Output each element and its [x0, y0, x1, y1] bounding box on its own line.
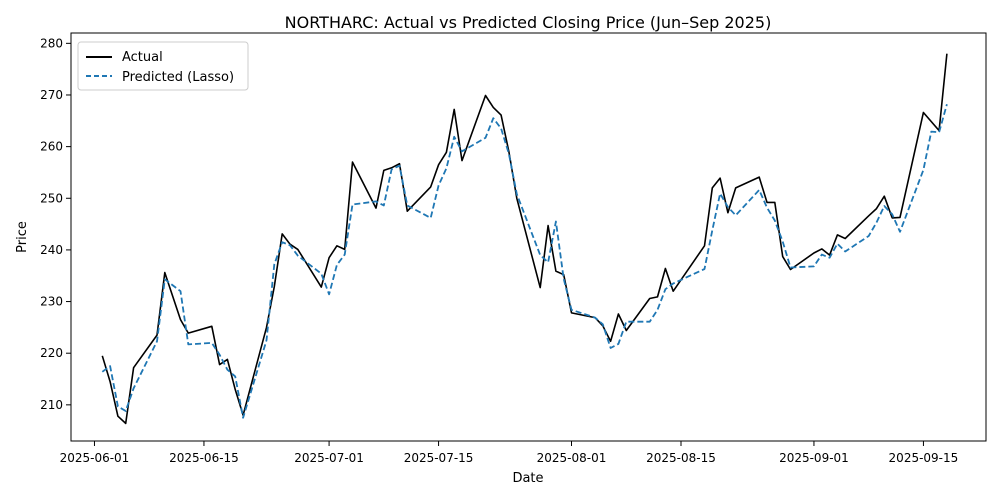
plot-area: [101, 53, 948, 425]
x-tick-label: 2025-09-15: [889, 451, 959, 465]
x-tick-label: 2025-07-15: [404, 451, 474, 465]
x-tick-label: 2025-07-01: [294, 451, 364, 465]
y-tick-label: 250: [40, 191, 63, 205]
legend: Actual Predicted (Lasso): [77, 41, 249, 91]
y-tick-label: 280: [40, 36, 63, 50]
series-line-predicted: [101, 104, 948, 419]
y-tick-label: 270: [40, 88, 63, 102]
x-tick-label: 2025-09-01: [779, 451, 849, 465]
y-axis-label: Price: [15, 221, 30, 253]
y-tick-label: 210: [40, 398, 63, 412]
x-axis-label: Date: [512, 471, 543, 486]
chart-title: NORTHARC: Actual vs Predicted Closing Pr…: [285, 13, 772, 32]
legend-label-predicted: Predicted (Lasso): [122, 70, 234, 85]
axes-frame: [70, 32, 987, 442]
x-tick-label: 2025-08-15: [646, 451, 716, 465]
x-tick-label: 2025-08-01: [537, 451, 607, 465]
legend-label-actual: Actual: [122, 50, 163, 65]
y-tick-label: 220: [40, 346, 63, 360]
y-tick-label: 240: [40, 243, 63, 257]
x-tick-label: 2025-06-15: [169, 451, 239, 465]
x-tick-label: 2025-06-01: [60, 451, 130, 465]
legend-box: [77, 41, 249, 91]
y-tick-label: 260: [40, 140, 63, 154]
y-tick-label: 230: [40, 295, 63, 309]
